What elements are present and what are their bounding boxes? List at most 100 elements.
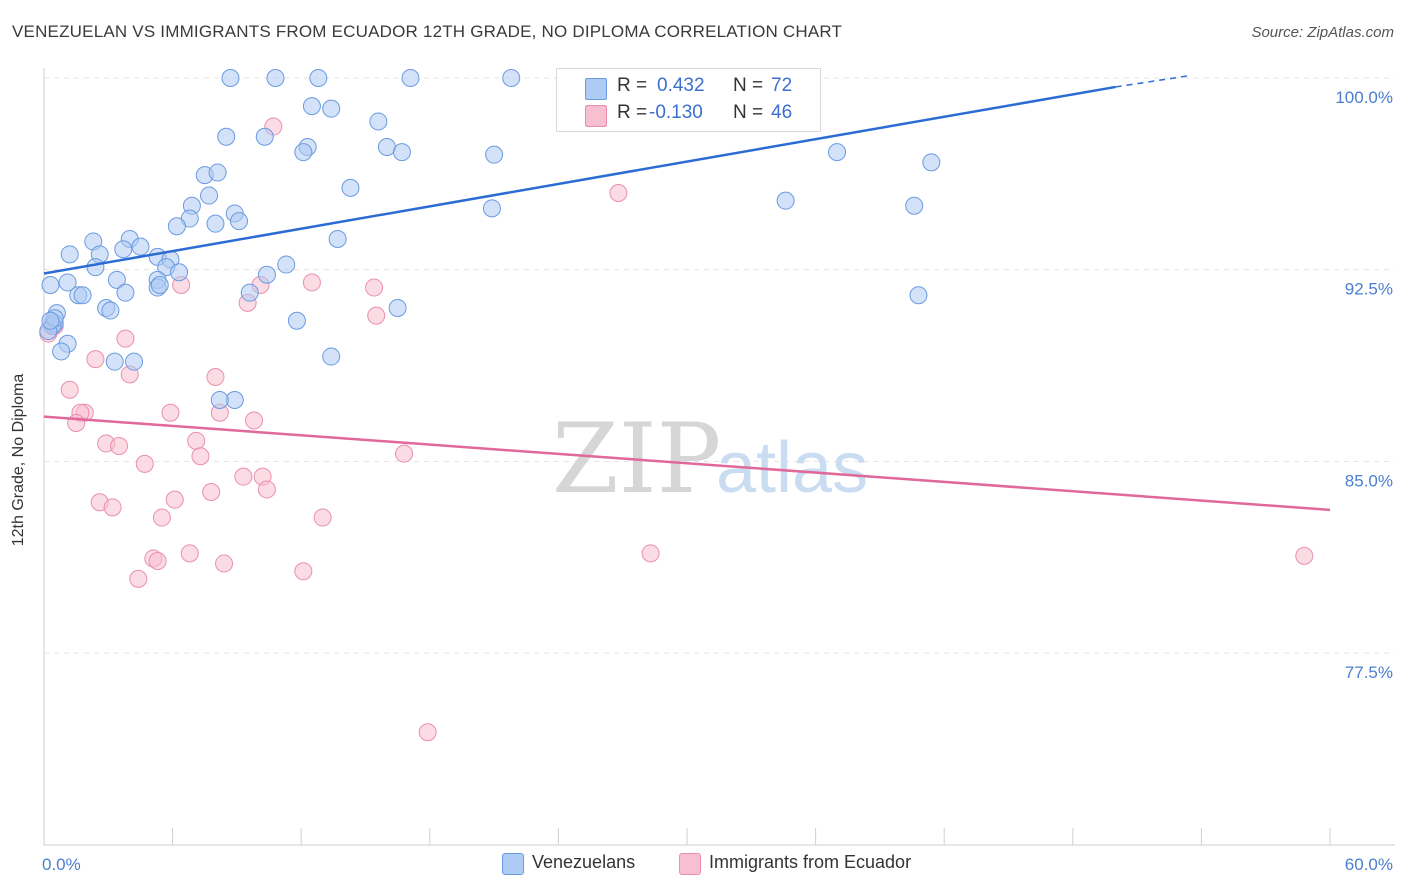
- ecuador-point: [365, 278, 384, 297]
- ecuador-point: [395, 444, 414, 463]
- legend-label: Venezuelans: [532, 852, 636, 872]
- series-venezuelans-points: [39, 69, 941, 409]
- r-value: 0.432: [657, 75, 705, 96]
- ecuador-point: [609, 184, 628, 202]
- venezuelan-point: [257, 265, 276, 284]
- ecuador-point: [313, 508, 332, 527]
- venezuelan-point: [206, 214, 225, 233]
- ecuador-trend-line: [43, 415, 1331, 512]
- venezuelan-point: [482, 199, 501, 218]
- ecuador-point: [67, 414, 86, 432]
- y-tick-label: 100.0%: [1335, 88, 1393, 107]
- venezuelan-point: [52, 342, 71, 361]
- legend-label: Immigrants from Ecuador: [709, 852, 912, 872]
- ecuador-point: [294, 562, 313, 581]
- venezuelan-point: [217, 127, 236, 146]
- venezuelan-point: [208, 163, 227, 182]
- venezuelan-point: [266, 69, 285, 87]
- y-tick-labels: 77.5% 85.0% 92.5% 100.0%: [1335, 88, 1393, 682]
- n-value: 46: [771, 102, 793, 123]
- venezuelan-point: [210, 391, 229, 409]
- x-tick-label: 60.0%: [1345, 855, 1393, 874]
- venezuelan-point: [328, 230, 347, 248]
- venezuelan-point: [114, 240, 133, 259]
- venezuelan-point: [41, 276, 60, 294]
- venezuelan-point: [170, 263, 189, 282]
- venezuelan-point: [150, 276, 169, 294]
- venezuelan-point: [125, 352, 144, 371]
- venezuelan-point: [225, 391, 244, 409]
- chart-title: VENEZUELAN VS IMMIGRANTS FROM ECUADOR 12…: [12, 22, 843, 41]
- r-label: R =: [617, 75, 648, 96]
- venezuelan-point: [230, 212, 249, 231]
- legend: Venezuelans Immigrants from Ecuador: [0, 852, 1406, 878]
- n-label: N =: [733, 102, 764, 123]
- axes: [43, 68, 1395, 846]
- source-label: Source: ZipAtlas.com: [1251, 24, 1394, 41]
- venezuelan-point: [131, 237, 150, 256]
- venezuelan-point: [60, 245, 79, 264]
- ecuador-point: [418, 723, 437, 742]
- watermark: ZIP atlas: [552, 403, 868, 515]
- venezuelan-point: [388, 299, 407, 317]
- ecuador-point: [215, 554, 234, 573]
- venezuelan-point: [167, 217, 186, 236]
- venezuelan-point: [502, 69, 521, 87]
- ecuador-point: [103, 498, 122, 517]
- ecuador-point: [86, 350, 105, 369]
- ecuador-point: [161, 403, 180, 422]
- venezuelan-point: [200, 186, 219, 205]
- r-value: -0.130: [649, 102, 703, 123]
- venezuelan-point: [922, 153, 941, 172]
- venezuelan-point: [255, 127, 274, 146]
- stats-row-ecuador: R = -0.130 N = 46: [557, 102, 820, 130]
- venezuelans-trend-line: [43, 85, 1116, 275]
- ecuador-point: [302, 273, 321, 292]
- grid-lines: [44, 77, 1395, 654]
- series-ecuador-points: [39, 117, 1314, 742]
- venezuelan-point: [105, 352, 124, 371]
- venezuelan-point: [73, 286, 92, 305]
- venezuelans-trend-extension: [1115, 74, 1191, 88]
- venezuelan-point: [309, 69, 328, 87]
- legend-swatch-pink: [679, 853, 701, 875]
- blue-swatch: [585, 78, 607, 100]
- venezuelan-point: [107, 270, 126, 289]
- ecuador-point: [187, 431, 206, 450]
- x-tick-labels: 0.0% 60.0%: [42, 855, 1393, 874]
- ecuador-point: [165, 490, 184, 509]
- y-tick-label: 85.0%: [1345, 471, 1393, 490]
- y-tick-label: 92.5%: [1345, 280, 1393, 299]
- stats-row-venezuelans: R = 0.432 N = 72: [557, 75, 820, 103]
- n-value: 72: [771, 75, 793, 96]
- venezuelan-point: [322, 347, 341, 366]
- ecuador-point: [180, 544, 199, 563]
- venezuelan-point: [221, 69, 240, 87]
- ecuador-point: [234, 467, 253, 486]
- ecuador-point: [367, 306, 386, 325]
- stats-box: R = 0.432 N = 72 R = -0.130 N = 46: [556, 68, 821, 132]
- venezuelan-point: [294, 143, 313, 162]
- ecuador-point: [135, 454, 154, 473]
- venezuelan-point: [86, 258, 105, 277]
- y-tick-label: 77.5%: [1345, 663, 1393, 682]
- venezuelan-point: [341, 178, 360, 197]
- venezuelan-point: [776, 191, 795, 210]
- venezuelan-point: [58, 273, 77, 292]
- venezuelan-point: [905, 196, 924, 215]
- venezuelan-point: [302, 97, 321, 116]
- venezuelan-point: [369, 112, 388, 131]
- pink-swatch: [585, 105, 607, 127]
- venezuelan-point: [485, 145, 504, 164]
- ecuador-point: [148, 552, 167, 570]
- ecuador-point: [152, 508, 171, 527]
- ecuador-point: [641, 544, 660, 563]
- ecuador-point: [129, 569, 148, 588]
- n-label: N =: [733, 75, 764, 96]
- ecuador-point: [60, 380, 79, 399]
- ecuador-point: [245, 411, 264, 430]
- venezuelan-point: [828, 143, 847, 162]
- ecuador-point: [191, 447, 210, 466]
- ecuador-point: [116, 329, 135, 348]
